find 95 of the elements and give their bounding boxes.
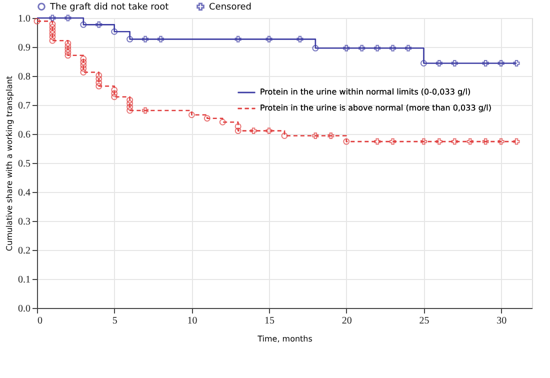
x-tick-label: 30 xyxy=(496,316,507,326)
point xyxy=(281,132,288,139)
point xyxy=(405,44,412,52)
point xyxy=(64,43,72,50)
point xyxy=(188,112,195,118)
point xyxy=(312,132,319,139)
point xyxy=(49,30,56,37)
y-tick-label: 0.9 xyxy=(18,42,30,54)
point xyxy=(374,44,381,52)
x-tick-label: 20 xyxy=(342,316,352,326)
point xyxy=(420,60,427,66)
point xyxy=(80,62,87,69)
point xyxy=(96,21,102,28)
point xyxy=(64,14,72,22)
point xyxy=(436,138,442,145)
point xyxy=(204,115,210,122)
point xyxy=(513,60,520,66)
legend-label: The graft did not take root xyxy=(49,2,170,13)
y-tick-label: 0.0 xyxy=(18,304,30,314)
point xyxy=(142,36,149,42)
point xyxy=(374,138,381,145)
point xyxy=(513,138,520,145)
point xyxy=(482,138,489,145)
point xyxy=(49,34,56,40)
legend-label: Protein in the urine within normal limits (0-0,033 g/l) xyxy=(260,88,471,96)
y-tick-label: 0.7 xyxy=(18,100,30,112)
point xyxy=(96,79,102,86)
point xyxy=(80,58,87,66)
point xyxy=(390,44,396,52)
x-tick-label: 15 xyxy=(264,316,275,326)
point xyxy=(466,138,474,145)
point xyxy=(420,138,427,145)
point xyxy=(451,60,458,66)
point xyxy=(126,100,134,107)
point xyxy=(111,28,118,35)
point xyxy=(49,14,56,22)
point xyxy=(49,20,56,28)
point xyxy=(390,138,396,145)
y-tick-label: 0.4 xyxy=(18,188,30,198)
point xyxy=(64,52,72,59)
point xyxy=(498,60,504,66)
x-tick-label: 10 xyxy=(187,316,198,326)
point xyxy=(96,82,102,90)
point xyxy=(80,56,87,62)
point xyxy=(266,36,272,42)
point xyxy=(343,138,350,145)
point xyxy=(126,36,134,42)
x-tick-label: 25 xyxy=(419,316,430,326)
point xyxy=(96,72,102,79)
point xyxy=(64,46,72,53)
point xyxy=(111,86,118,94)
point xyxy=(250,128,257,134)
point xyxy=(358,44,366,52)
point xyxy=(49,27,56,34)
point xyxy=(312,44,319,52)
point xyxy=(234,36,242,42)
point xyxy=(111,90,118,97)
point xyxy=(436,60,442,66)
point xyxy=(80,68,87,76)
point xyxy=(111,94,118,100)
point xyxy=(498,138,504,145)
legend-label: Censored xyxy=(209,2,252,13)
point xyxy=(296,36,304,42)
x-axis-title: Time, months xyxy=(256,334,312,344)
point xyxy=(126,104,134,110)
y-tick-label: 0.3 xyxy=(18,216,30,228)
point xyxy=(126,96,134,104)
y-tick-label: 0.2 xyxy=(18,246,30,256)
point xyxy=(96,76,102,82)
point xyxy=(234,128,242,134)
point xyxy=(49,37,56,44)
point xyxy=(266,128,272,134)
point xyxy=(142,107,149,114)
point xyxy=(64,40,72,46)
y-tick-label: 0.5 xyxy=(18,158,30,170)
y-tick-label: 1.0 xyxy=(18,14,30,24)
x-tick-label: 5 xyxy=(112,316,118,326)
y-tick-label: 0.6 xyxy=(18,130,30,140)
point xyxy=(219,118,226,126)
point xyxy=(234,123,242,130)
point xyxy=(80,65,87,72)
legend-label: Protein in the urine is above normal (more than 0,033 g/l) xyxy=(260,104,492,112)
point xyxy=(343,44,350,52)
point xyxy=(49,24,56,31)
point xyxy=(64,49,72,56)
x-tick-label: 0 xyxy=(38,316,42,326)
point xyxy=(328,132,334,139)
point xyxy=(158,36,164,42)
point xyxy=(451,138,458,145)
y-tick-label: 0.8 xyxy=(18,72,30,82)
point xyxy=(126,107,134,114)
y-axis-title: Cumulative share with a working transplant xyxy=(5,76,14,252)
point xyxy=(482,60,489,66)
point xyxy=(80,21,87,28)
y-tick-label: 0.1 xyxy=(18,274,30,286)
